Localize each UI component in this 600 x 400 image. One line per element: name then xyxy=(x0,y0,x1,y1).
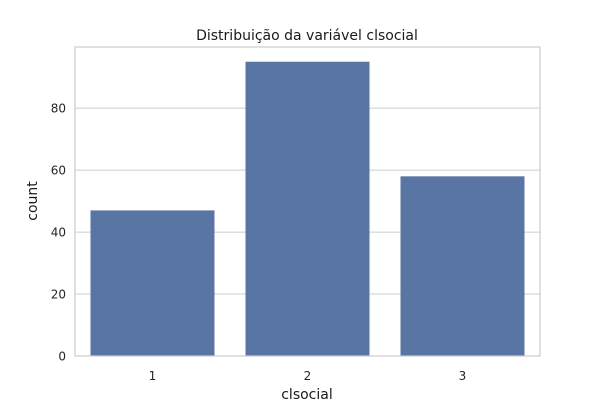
y-tick-label: 60 xyxy=(51,164,66,178)
chart-title: Distribuição da variável clsocial xyxy=(196,28,418,44)
bar-2 xyxy=(245,61,370,356)
y-tick-label: 0 xyxy=(58,350,66,364)
x-tick-label: 2 xyxy=(304,369,312,383)
x-tick-label: 1 xyxy=(149,369,157,383)
y-tick-label: 80 xyxy=(51,102,66,116)
y-tick-labels: 0 20 40 60 80 xyxy=(51,102,66,364)
bar-3 xyxy=(400,176,525,356)
x-tick-label: 3 xyxy=(459,369,467,383)
x-tick-labels: 1 2 3 xyxy=(149,369,467,383)
bar-1 xyxy=(90,210,215,356)
y-tick-label: 40 xyxy=(51,226,66,240)
y-tick-label: 20 xyxy=(51,288,66,302)
x-axis-label: clsocial xyxy=(281,387,333,400)
y-axis-label: count xyxy=(25,181,41,221)
bar-layer xyxy=(90,61,525,356)
plot-frame xyxy=(74,46,541,357)
